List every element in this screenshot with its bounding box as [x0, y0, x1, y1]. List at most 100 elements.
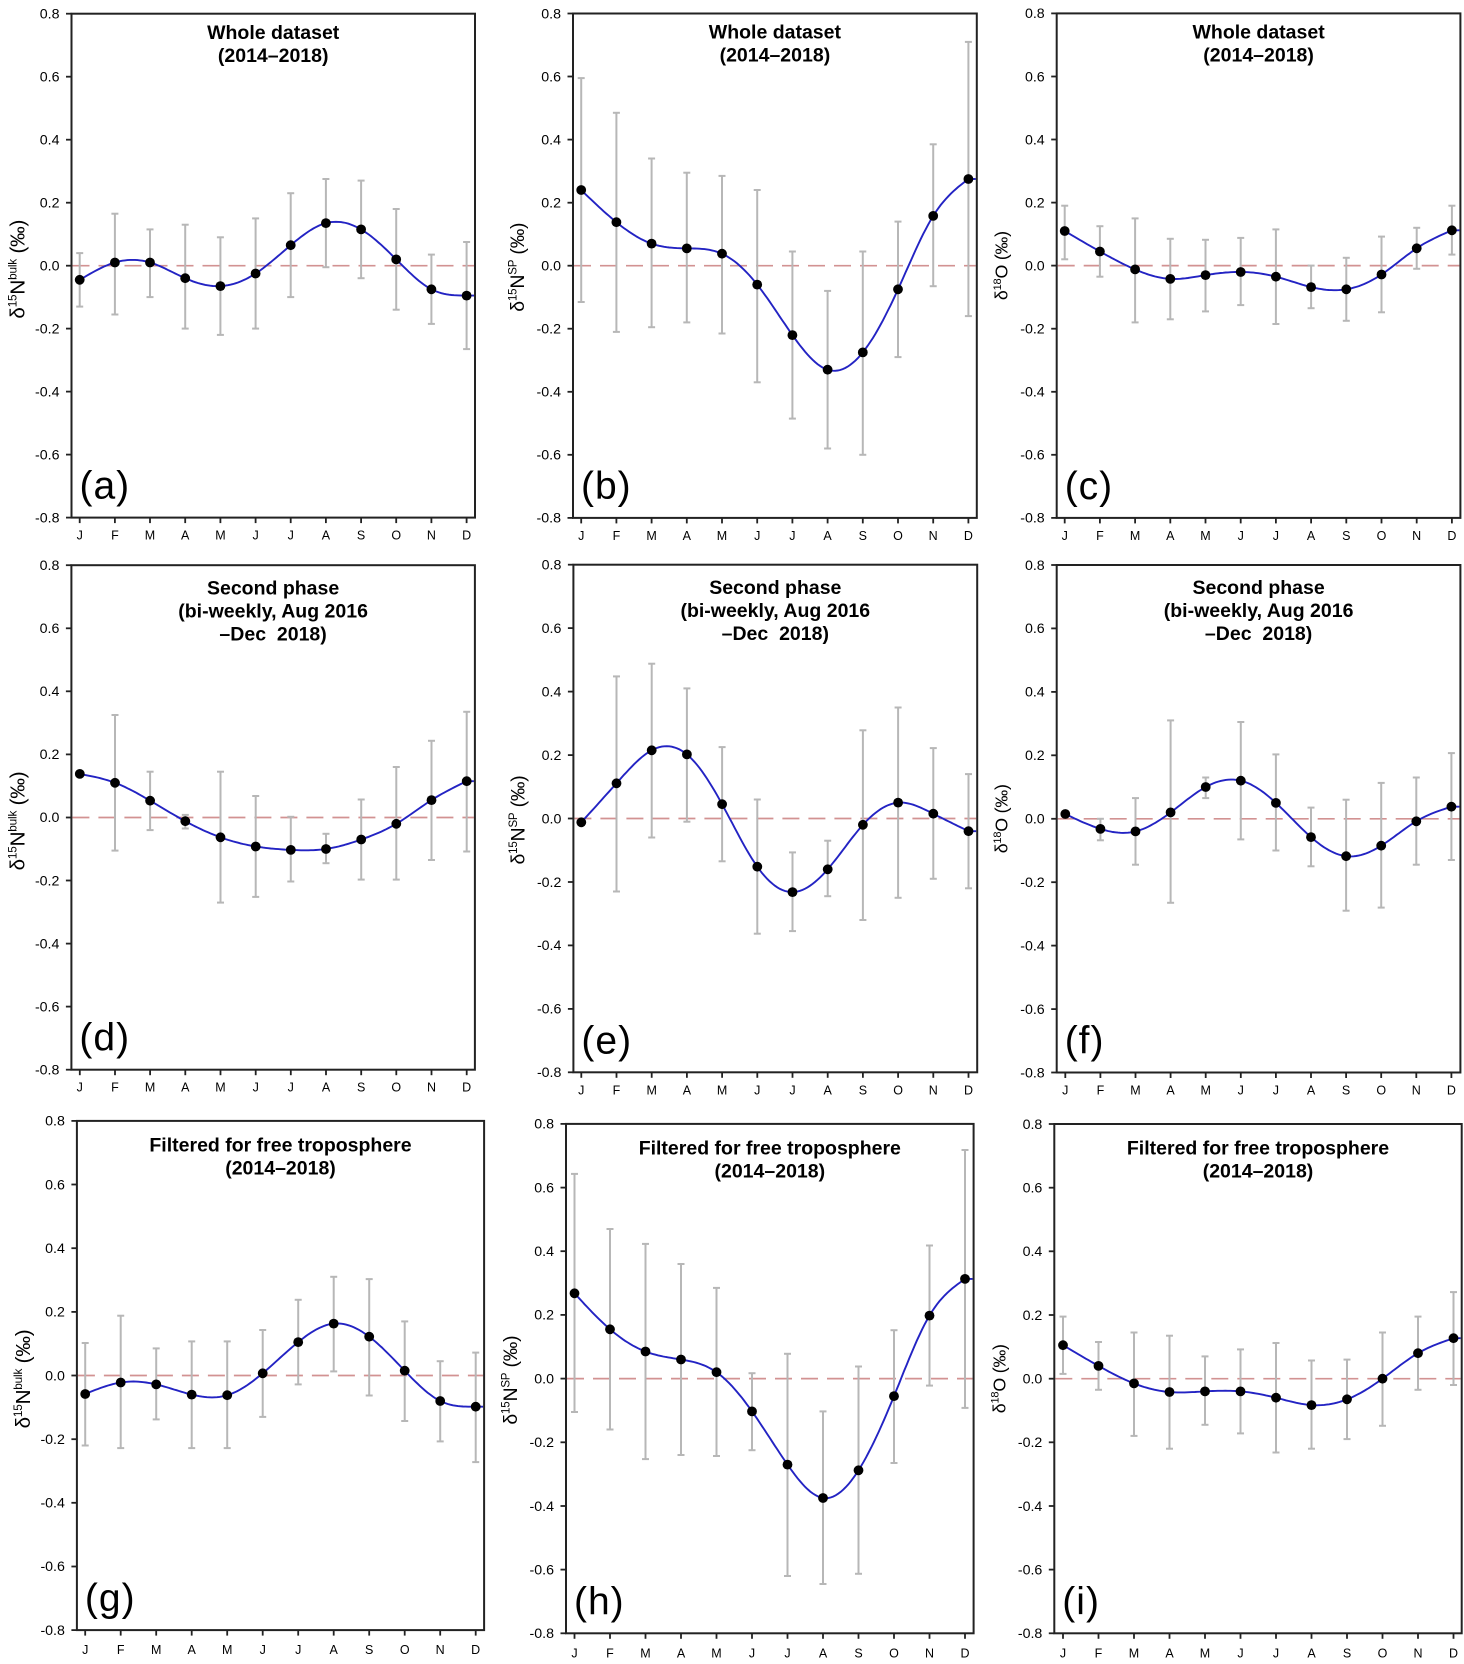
svg-text:D: D [1447, 529, 1456, 543]
svg-text:O: O [391, 1081, 401, 1095]
svg-text:N: N [1412, 529, 1421, 543]
svg-text:-0.2: -0.2 [35, 873, 60, 889]
svg-text:J: J [295, 1643, 301, 1657]
svg-text:(a): (a) [80, 465, 131, 508]
svg-text:Second phase: Second phase [709, 577, 841, 599]
svg-text:0.0: 0.0 [541, 259, 561, 275]
svg-text:N: N [925, 1646, 934, 1659]
svg-text:0.0: 0.0 [40, 259, 60, 275]
svg-text:(d): (d) [79, 1017, 130, 1060]
svg-text:F: F [111, 529, 119, 543]
svg-text:J: J [578, 529, 584, 543]
svg-text:F: F [613, 1083, 621, 1097]
svg-text:M: M [646, 1083, 656, 1097]
svg-text:D: D [964, 1083, 973, 1097]
svg-text:δ18O (‰): δ18O (‰) [992, 231, 1012, 300]
svg-text:A: A [188, 1643, 197, 1657]
svg-text:(b): (b) [581, 465, 632, 508]
svg-text:(e): (e) [581, 1019, 632, 1062]
svg-text:0.8: 0.8 [534, 1117, 554, 1133]
svg-text:Filtered for free troposphere: Filtered for free troposphere [149, 1135, 411, 1157]
svg-text:-0.4: -0.4 [40, 1496, 65, 1512]
svg-text:0.2: 0.2 [40, 747, 60, 763]
svg-text:0.6: 0.6 [40, 621, 60, 637]
svg-text:-0.8: -0.8 [1020, 1065, 1045, 1081]
svg-text:0.6: 0.6 [1025, 69, 1045, 85]
svg-text:0.4: 0.4 [541, 132, 561, 148]
svg-text:0.4: 0.4 [40, 684, 60, 700]
svg-text:S: S [1342, 1084, 1350, 1098]
svg-text:A: A [824, 1083, 833, 1097]
svg-text:J: J [288, 1081, 294, 1095]
svg-text:0.0: 0.0 [40, 810, 60, 826]
svg-text:D: D [462, 1081, 471, 1095]
svg-text:0.4: 0.4 [1025, 132, 1045, 148]
svg-text:M: M [145, 1081, 155, 1095]
svg-text:J: J [77, 1081, 83, 1095]
svg-text:F: F [1095, 1646, 1103, 1659]
svg-text:D: D [1449, 1646, 1458, 1659]
svg-text:A: A [819, 1646, 828, 1659]
svg-text:D: D [1447, 1084, 1456, 1098]
svg-text:0.0: 0.0 [1025, 812, 1045, 828]
svg-text:J: J [571, 1646, 577, 1659]
svg-text:M: M [1130, 1084, 1140, 1098]
svg-text:-0.8: -0.8 [40, 1623, 65, 1639]
svg-text:A: A [1166, 529, 1175, 543]
svg-text:A: A [683, 1083, 692, 1097]
svg-text:N: N [427, 529, 436, 543]
svg-text:(bi-weekly, Aug 2016: (bi-weekly, Aug 2016 [680, 600, 870, 622]
svg-text:M: M [711, 1646, 721, 1659]
svg-text:J: J [789, 529, 795, 543]
svg-text:-0.2: -0.2 [1020, 322, 1045, 338]
svg-text:F: F [1097, 1084, 1105, 1098]
svg-text:J: J [253, 1081, 259, 1095]
svg-text:(h): (h) [574, 1580, 625, 1623]
svg-text:O: O [391, 529, 401, 543]
svg-text:A: A [1307, 1084, 1316, 1098]
svg-text:(bi-weekly, Aug 2016: (bi-weekly, Aug 2016 [1164, 600, 1354, 622]
svg-text:-0.4: -0.4 [35, 384, 60, 400]
svg-text:N: N [1412, 1084, 1421, 1098]
svg-text:F: F [117, 1643, 125, 1657]
svg-text:J: J [1273, 529, 1279, 543]
svg-text:-0.8: -0.8 [537, 1065, 562, 1081]
svg-text:-0.2: -0.2 [537, 322, 562, 338]
svg-text:J: J [77, 529, 83, 543]
svg-text:A: A [823, 529, 832, 543]
svg-text:-0.6: -0.6 [1020, 448, 1045, 464]
svg-text:O: O [400, 1643, 410, 1657]
svg-text:0.2: 0.2 [1025, 195, 1045, 211]
svg-text:δ15NSP (‰): δ15NSP (‰) [507, 223, 529, 312]
svg-text:J: J [578, 1083, 584, 1097]
svg-text:-0.6: -0.6 [40, 1559, 65, 1575]
svg-text:0.8: 0.8 [1023, 1117, 1043, 1133]
svg-text:δ15Nbulk (‰): δ15Nbulk (‰) [6, 772, 30, 871]
svg-text:0.0: 0.0 [534, 1371, 554, 1387]
svg-text:-0.8: -0.8 [530, 1626, 555, 1642]
svg-text:-0.2: -0.2 [1018, 1435, 1043, 1451]
svg-text:A: A [181, 1081, 190, 1095]
svg-text:δ15NSP (‰): δ15NSP (‰) [500, 1336, 522, 1425]
svg-text:J: J [1062, 529, 1068, 543]
svg-text:-0.2: -0.2 [530, 1435, 555, 1451]
svg-text:0.2: 0.2 [541, 196, 561, 212]
svg-text:0.6: 0.6 [1023, 1181, 1043, 1197]
svg-text:J: J [754, 529, 760, 543]
svg-text:F: F [111, 1081, 119, 1095]
svg-text:S: S [357, 1081, 365, 1095]
svg-text:-0.6: -0.6 [537, 1002, 562, 1018]
svg-text:O: O [893, 1083, 903, 1097]
svg-text:D: D [471, 1643, 480, 1657]
svg-text:δ15Nbulk (‰): δ15Nbulk (‰) [11, 1330, 35, 1429]
svg-text:J: J [1273, 1084, 1279, 1098]
svg-text:0.2: 0.2 [45, 1305, 65, 1321]
svg-text:0.8: 0.8 [40, 7, 60, 23]
svg-text:S: S [1343, 1646, 1351, 1659]
svg-text:J: J [1062, 1084, 1068, 1098]
svg-text:Whole dataset: Whole dataset [1193, 22, 1326, 44]
svg-text:O: O [1378, 1646, 1388, 1659]
svg-text:(2014–2018): (2014–2018) [715, 1161, 826, 1183]
svg-text:0.6: 0.6 [45, 1177, 65, 1193]
svg-text:A: A [322, 1081, 331, 1095]
